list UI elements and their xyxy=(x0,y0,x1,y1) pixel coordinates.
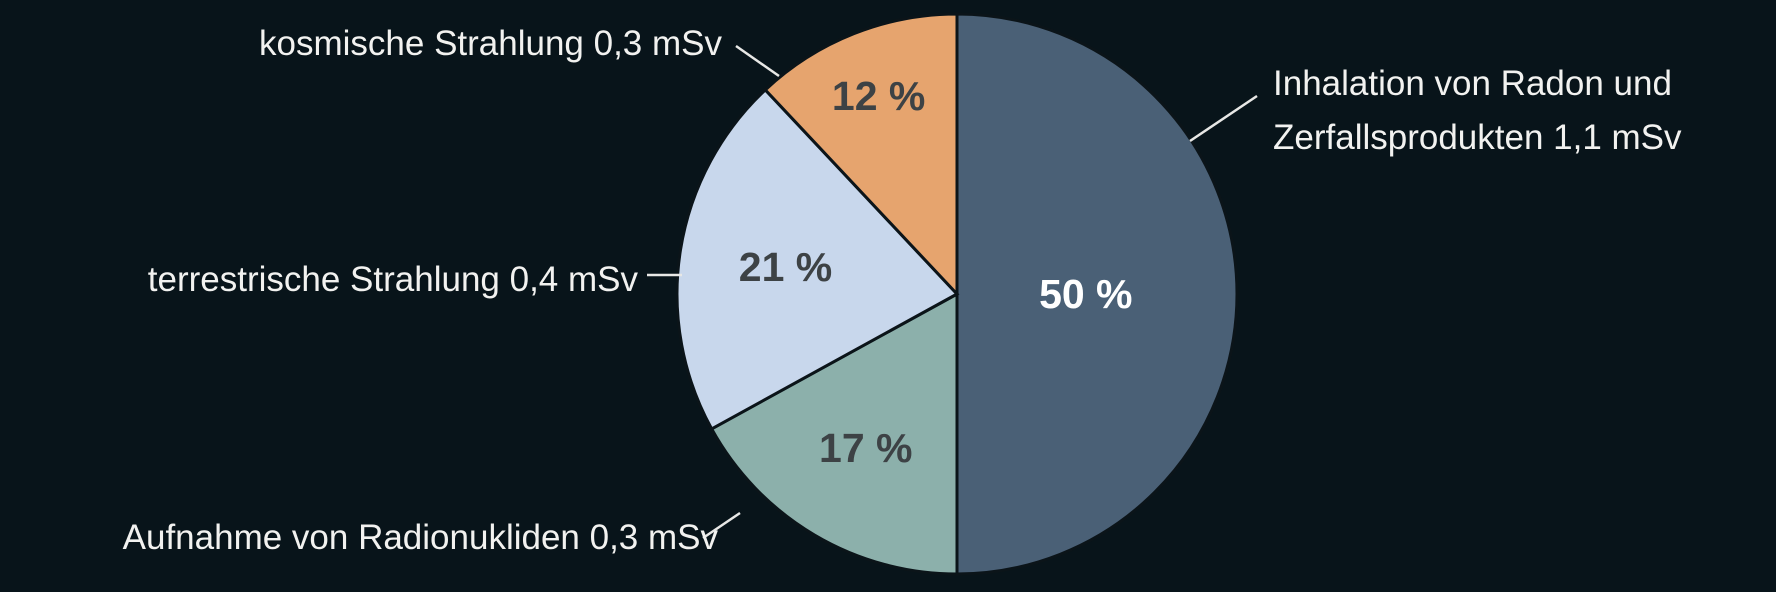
pie-slices xyxy=(675,12,1239,576)
percent-label-4: 12 % xyxy=(832,73,925,119)
slice-label-line: Zerfallsprodukten 1,1 mSv xyxy=(1273,118,1682,157)
pie-slice-1 xyxy=(955,12,1239,576)
slice-label-line: Inhalation von Radon und xyxy=(1273,64,1672,103)
pie-slice-3 xyxy=(675,87,960,431)
slice-label-line: Aufnahme von Radionukliden 0,3 mSv xyxy=(123,518,719,557)
slice-label-1: Inhalation von Radon und Zerfallsprodukte… xyxy=(1273,64,1682,157)
slice-label-3: terrestrische Strahlung 0,4 mSv xyxy=(148,260,639,299)
leader-line-2 xyxy=(702,511,741,540)
percent-labels: 50 % 17 % 21 % 12 % xyxy=(739,73,1133,471)
slice-label-4: kosmische Strahlung 0,3 mSv xyxy=(259,24,722,63)
leader-lines xyxy=(647,44,1258,540)
slice-label-line: terrestrische Strahlung 0,4 mSv xyxy=(148,260,639,299)
pie-slice-4 xyxy=(763,12,959,298)
percent-label-3: 21 % xyxy=(739,244,832,290)
percent-label-1: 50 % xyxy=(1039,271,1132,317)
pie-slice-2 xyxy=(709,291,959,576)
slice-labels: Inhalation von Radon und Zerfallsprodukte… xyxy=(123,24,1682,557)
slice-label-line: kosmische Strahlung 0,3 mSv xyxy=(259,24,722,63)
leader-line-1 xyxy=(1189,94,1258,143)
percent-label-2: 17 % xyxy=(819,425,912,471)
leader-line-4 xyxy=(735,44,780,78)
slice-label-2: Aufnahme von Radionukliden 0,3 mSv xyxy=(123,518,719,557)
